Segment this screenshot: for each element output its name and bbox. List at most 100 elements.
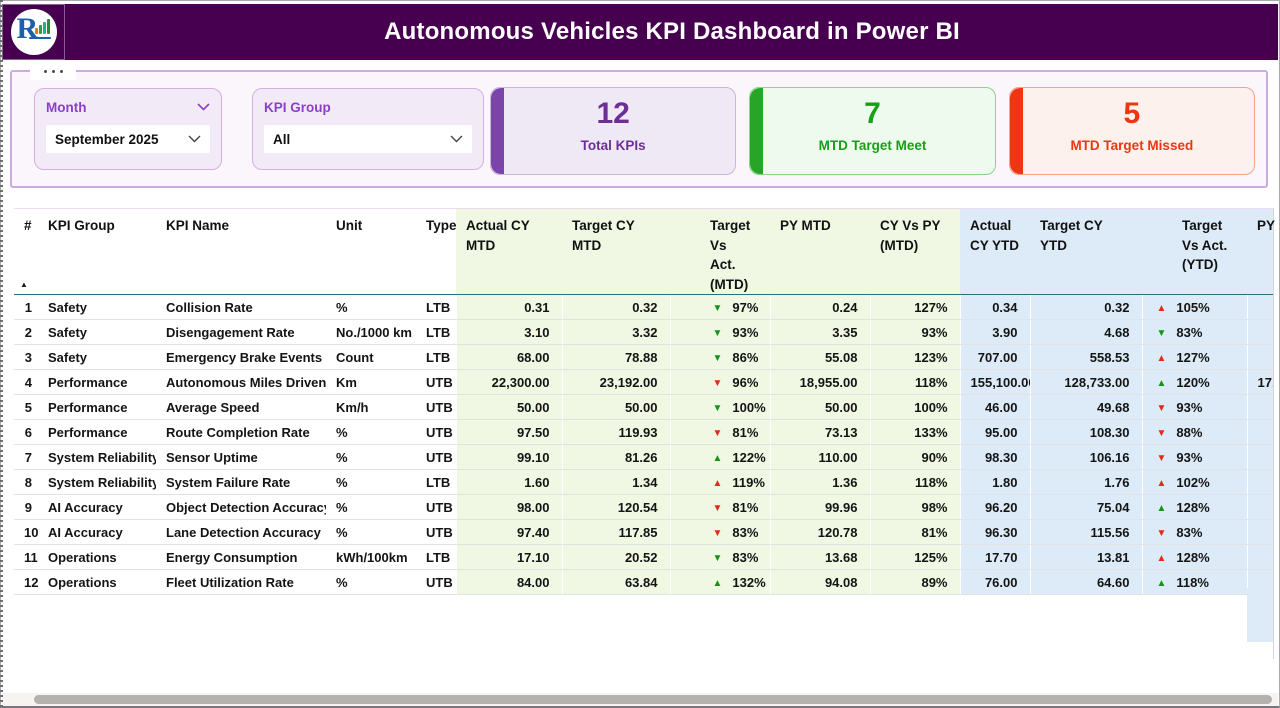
cell-type: LTB	[416, 319, 456, 346]
cell-group: Performance	[38, 394, 156, 421]
sort-ascending-icon[interactable]: ▲	[20, 280, 28, 290]
cell-actual_ytd: 17.70	[959, 544, 1030, 571]
month-dropdown[interactable]: September 2025	[46, 125, 210, 153]
variance-percent: 81%	[732, 424, 759, 440]
more-options-button[interactable]	[30, 63, 76, 80]
col-header-name[interactable]: KPI Name	[156, 209, 326, 296]
cell-tva_mtd: ▼ 100%	[669, 394, 770, 421]
arrow-down-icon: ▼	[712, 402, 723, 414]
cell-py_ytd	[1246, 469, 1273, 496]
variance-percent: 122%	[732, 449, 766, 465]
cell-py_ytd	[1246, 294, 1273, 321]
cell-actual_mtd: 97.50	[455, 419, 562, 446]
arrow-down-icon: ▼	[712, 502, 723, 514]
cell-actual_mtd: 22,300.00	[455, 369, 562, 396]
col-header-actual_ytd[interactable]: Actual CY YTD	[960, 209, 1030, 296]
cell-cypy_mtd: 133%	[869, 419, 960, 446]
kpi-card-value: 7	[864, 97, 881, 130]
col-header-idx[interactable]: # ▲	[14, 209, 38, 296]
arrow-down-icon: ▼	[1156, 452, 1167, 464]
month-slicer: Month September 2025	[34, 88, 222, 170]
cell-idx: 10	[14, 519, 38, 546]
cell-unit: Count	[326, 344, 416, 371]
kpi-group-dropdown[interactable]: All	[264, 125, 472, 153]
col-header-py_mtd[interactable]: PY MTD	[770, 209, 870, 296]
cell-tva_ytd: ▼ 83%	[1141, 319, 1247, 346]
variance-percent: 127%	[1176, 349, 1210, 365]
cell-name: Emergency Brake Events	[156, 344, 326, 371]
col-header-target_ytd[interactable]: Target CY YTD	[1030, 209, 1142, 296]
cell-cypy_mtd: 118%	[869, 369, 960, 396]
cell-py_mtd: 0.24	[769, 294, 870, 321]
cell-target_ytd: 128,733.00	[1029, 369, 1142, 396]
cell-group: Operations	[38, 569, 156, 596]
cell-name: Route Completion Rate	[156, 419, 326, 446]
cell-actual_ytd: 96.20	[959, 494, 1030, 521]
table-row: 6 Performance Route Completion Rate% UTB 97.…	[14, 419, 1273, 446]
cell-name: Fleet Utilization Rate	[156, 569, 326, 596]
cell-tva_ytd: ▲ 102%	[1141, 469, 1247, 496]
variance-percent: 93%	[1176, 399, 1203, 415]
cell-cypy_mtd: 123%	[869, 344, 960, 371]
cell-type: UTB	[416, 519, 456, 546]
variance-percent: 128%	[1176, 549, 1210, 565]
col-header-type[interactable]: Type	[416, 209, 457, 296]
cell-py_ytd	[1246, 344, 1273, 371]
cell-unit: %	[326, 519, 416, 546]
table-row: 4 Performance Autonomous Miles Driven Km UTB…	[14, 369, 1273, 396]
cell-py_ytd	[1246, 494, 1273, 521]
arrow-up-icon: ▲	[1156, 302, 1167, 314]
col-header-tva_mtd[interactable]: Target Vs Act. (MTD)	[670, 209, 770, 296]
col-header-tva_ytd[interactable]: Target Vs Act. (YTD)	[1142, 209, 1247, 296]
cell-type: UTB	[416, 494, 456, 521]
table-header: # ▲ KPI Group KPI Name Unit Type Actual CY MTD…	[14, 209, 1275, 296]
cell-cypy_mtd: 118%	[869, 469, 960, 496]
cell-idx: 5	[14, 394, 38, 421]
cell-actual_ytd: 707.00	[959, 344, 1030, 371]
cell-cypy_mtd: 90%	[869, 444, 960, 471]
variance-percent: 128%	[1176, 499, 1210, 515]
cell-actual_mtd: 98.00	[455, 494, 562, 521]
col-header-cypy_mtd[interactable]: CY Vs PY (MTD)	[870, 209, 960, 296]
cell-tva_ytd: ▲ 118%	[1141, 569, 1247, 596]
cell-target_ytd: 558.53	[1029, 344, 1142, 371]
horizontal-scrollbar-thumb[interactable]	[34, 695, 1272, 704]
table-row: 2 Safety Disengagement Rate No./1000 km LTB 3…	[14, 319, 1273, 346]
variance-percent: 118%	[1176, 574, 1209, 590]
arrow-down-icon: ▼	[712, 377, 723, 389]
cell-unit: %	[326, 494, 416, 521]
cell-unit: kWh/100km	[326, 544, 416, 571]
cell-tva_ytd: ▼ 93%	[1141, 444, 1247, 471]
ellipsis-icon	[59, 70, 63, 73]
cell-actual_ytd: 1.80	[959, 469, 1030, 496]
col-header-actual_mtd[interactable]: Actual CY MTD	[456, 209, 562, 296]
cell-py_ytd	[1246, 319, 1273, 346]
cell-unit: Km/h	[326, 394, 416, 421]
table-body: 1 Safety Collision Rate% LTB 0.31 0.32 ▼ 97% 0.2…	[14, 294, 1273, 596]
chevron-down-icon[interactable]	[197, 103, 210, 111]
cell-idx: 6	[14, 419, 38, 446]
arrow-up-icon: ▲	[1156, 577, 1167, 589]
col-header-py_ytd[interactable]: PY	[1247, 209, 1275, 296]
col-header-unit[interactable]: Unit	[326, 209, 416, 296]
cell-group: Performance	[38, 369, 156, 396]
cell-py_mtd: 94.08	[769, 569, 870, 596]
kpi-table: # ▲ KPI Group KPI Name Unit Type Actual CY MTD…	[14, 208, 1275, 659]
cell-type: UTB	[416, 444, 456, 471]
cell-actual_ytd: 76.00	[959, 569, 1030, 596]
col-header-target_mtd[interactable]: Target CY MTD	[562, 209, 670, 296]
logo-bar-chart-icon	[34, 19, 50, 34]
cell-py_ytd	[1246, 419, 1273, 446]
cell-tva_mtd: ▼ 81%	[669, 419, 770, 446]
cell-tva_mtd: ▼ 97%	[669, 294, 770, 321]
variance-percent: 119%	[732, 474, 765, 490]
arrow-down-icon: ▼	[712, 302, 723, 314]
col-header-group[interactable]: KPI Group	[38, 209, 156, 296]
cell-target_ytd: 108.30	[1029, 419, 1142, 446]
variance-percent: 100%	[732, 399, 766, 415]
cell-name: Sensor Uptime	[156, 444, 326, 471]
cell-cypy_mtd: 100%	[869, 394, 960, 421]
variance-percent: 83%	[732, 549, 759, 565]
logo-letter: R	[16, 12, 39, 45]
cell-type: LTB	[416, 469, 456, 496]
